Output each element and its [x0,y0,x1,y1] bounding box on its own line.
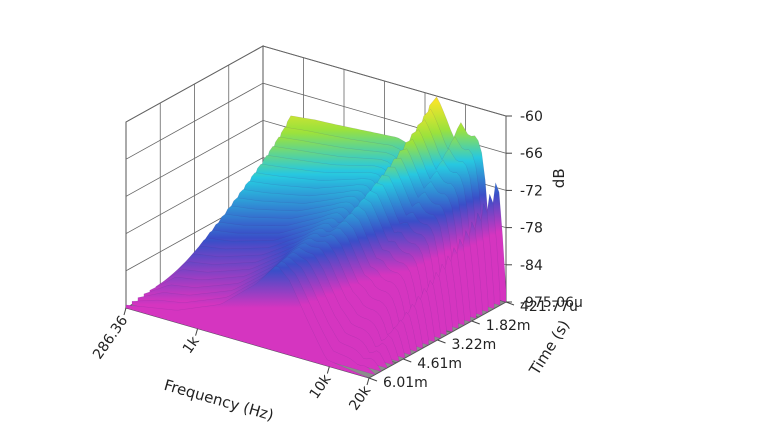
x-tick-mark [123,307,127,316]
y-axis-title: Time (s) [525,317,573,379]
y-tick-label: 1.82m [486,318,531,334]
spectral-surface [125,96,507,379]
x-tick-label: 20k [346,382,374,413]
spectral-slice [125,265,370,379]
y-tick-mark [471,320,480,325]
z-tick-label: -66 [520,146,543,162]
y-tick-label: 4.61m [417,356,462,372]
y-tick-mark [505,301,515,306]
y-tick-label: 421.77u [520,299,578,315]
z-tick-label: -78 [520,221,543,237]
z-tick-label: -975.06u [520,295,583,311]
x-tick-label: 10k [307,371,335,402]
z-tick-label: -84 [520,258,543,274]
y-tick-mark [437,339,446,344]
y-tick-mark [368,377,378,382]
y-tick-label: 3.22m [452,337,497,353]
z-tick-label: -60 [520,109,543,125]
x-tick-mark [326,366,330,374]
z-axis-title: dB [550,168,568,188]
y-tick-mark [403,358,412,363]
z-tick-label: -72 [520,183,543,199]
x-tick-mark [195,328,199,336]
x-tick-label: 286.36 [90,313,131,362]
y-tick-label: 6.01m [383,375,428,391]
x-tick-mark [366,377,370,386]
x-axis-title: Frequency (Hz) [162,376,276,424]
x-tick-label: 1k [180,333,203,357]
